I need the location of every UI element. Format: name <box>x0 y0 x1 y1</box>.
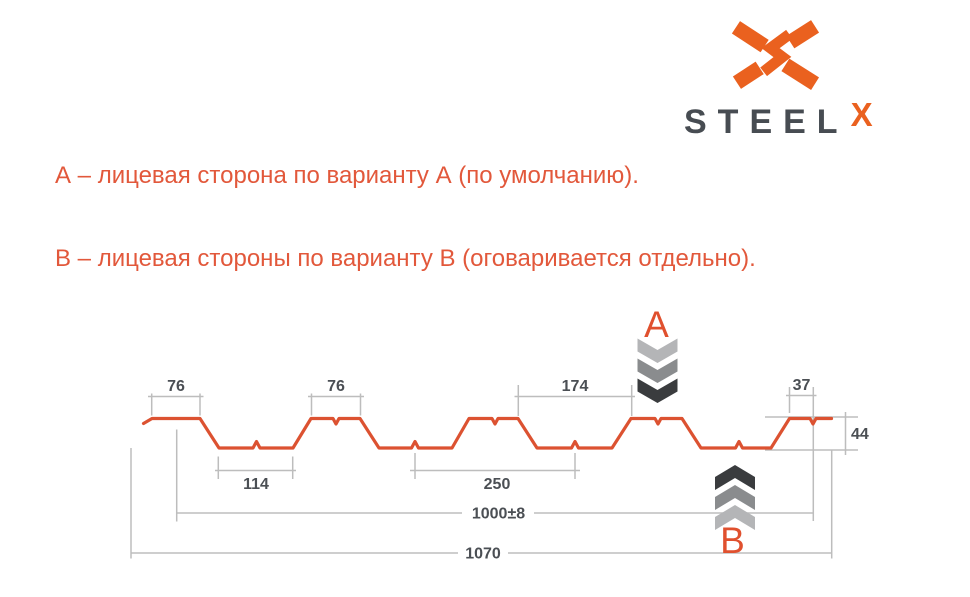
profile-outline <box>141 416 834 450</box>
logo-arm-bottom-right <box>781 58 820 90</box>
label-gap-1070 <box>458 543 508 563</box>
dimension-label-1070: 1070 <box>465 546 501 563</box>
dimension-label-76-mid: 76 <box>327 378 345 395</box>
dim-line-174 <box>514 385 635 416</box>
logo-x-arms <box>731 20 820 90</box>
dimension-label-76-left: 76 <box>167 378 185 395</box>
dimension-label-114: 114 <box>243 476 269 493</box>
chevron-down-icon <box>637 338 678 363</box>
dim-line-76-mid <box>308 393 364 416</box>
logo-wordmark-text: STEEL <box>684 103 849 141</box>
logo-center-zigzag <box>760 29 793 77</box>
dimension-labels: 76 76 174 37 44 114 250 1000±8 1070 <box>167 377 869 563</box>
dimension-label-174: 174 <box>562 378 589 395</box>
chevron-up-icon <box>715 505 755 530</box>
dim-line-250 <box>410 453 580 479</box>
marker-a-label: A <box>644 304 669 345</box>
logo-x-mark: X <box>850 96 873 133</box>
logo-arm-top-right <box>786 20 820 49</box>
dim-line-114 <box>215 456 296 479</box>
chevron-down-icon <box>637 358 678 383</box>
chevron-down-icon <box>637 378 678 403</box>
dimension-lines <box>130 385 858 559</box>
dimension-label-44: 44 <box>851 426 869 443</box>
dim-line-37 <box>786 387 817 521</box>
label-gap-1000 <box>462 503 534 523</box>
marker-b-label: B <box>720 520 745 561</box>
dim-line-76-left <box>148 393 204 416</box>
chevron-up-icon <box>715 465 755 490</box>
dim-line-44 <box>765 412 858 455</box>
variant-a-note: А – лицевая сторона по варианту А (по ум… <box>55 162 639 189</box>
variant-b-note: В – лицевая стороны по варианту В (огова… <box>55 245 756 272</box>
marker-a-chevrons <box>637 338 678 403</box>
chevron-up-icon <box>715 485 755 510</box>
logo-arm-top-left <box>731 21 769 53</box>
marker-b-chevrons <box>715 465 755 530</box>
dimension-label-250: 250 <box>484 476 511 493</box>
logo-arm-bottom-left <box>732 61 764 89</box>
dimension-label-37: 37 <box>793 377 811 394</box>
steelx-logo-icon <box>731 20 820 90</box>
logo-wordmark: STEELX <box>684 96 873 142</box>
dimension-label-1000: 1000±8 <box>472 506 525 523</box>
